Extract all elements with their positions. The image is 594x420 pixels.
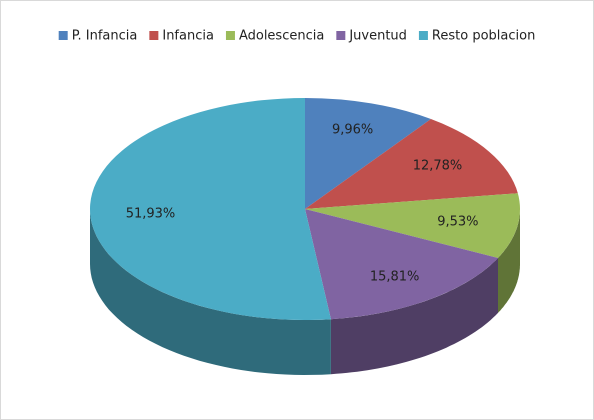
legend-label: Juventud	[348, 29, 407, 44]
legend-label: Infancia	[162, 29, 214, 44]
legend-label: Adolescencia	[239, 29, 324, 44]
legend-swatch	[336, 31, 346, 40]
legend-label: P. Infancia	[72, 29, 138, 44]
slice	[305, 193, 520, 258]
slice	[305, 119, 518, 209]
legend-swatch	[225, 31, 235, 40]
data-label: 15,81%	[370, 269, 420, 284]
slice	[90, 98, 331, 320]
slice-side	[90, 209, 331, 375]
slice	[305, 209, 498, 320]
legend-swatch	[58, 31, 68, 40]
data-label: 12,78%	[413, 158, 463, 173]
slice-side	[330, 257, 498, 375]
legend-label: Resto poblacion	[432, 29, 535, 44]
slice-side	[498, 209, 520, 313]
data-label: 51,93%	[126, 207, 176, 222]
legend: P. Infancia Infancia Adolescencia Juventud R…	[58, 29, 535, 44]
legend-swatch	[418, 31, 428, 40]
legend-swatch	[149, 31, 159, 40]
data-label: 9,96%	[332, 122, 373, 137]
slice	[305, 98, 431, 209]
data-label: 9,53%	[437, 215, 478, 230]
